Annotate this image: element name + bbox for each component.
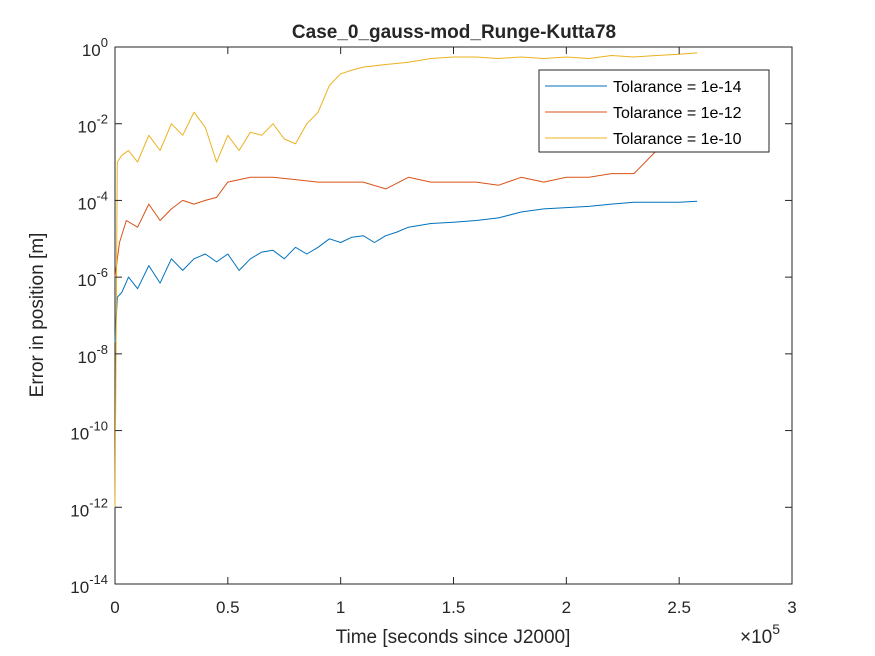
y-tick-label-base: 10 (78, 271, 97, 290)
y-tick-label: 10-2 (78, 112, 108, 137)
y-tick-label-base: 10 (70, 501, 89, 520)
y-tick-label-exponent: -10 (89, 419, 108, 434)
y-tick-label: 100 (82, 35, 108, 60)
y-tick-label: 10-8 (78, 342, 108, 367)
series-line-3 (114, 52, 698, 508)
y-axis-label: Error in position [m] (27, 233, 48, 398)
x-tick-label: 3 (787, 598, 796, 617)
legend-label-2: Tolarance = 1e-12 (613, 105, 742, 122)
y-tick-label-exponent: -8 (96, 342, 108, 357)
y-tick-label-exponent: -12 (89, 495, 108, 510)
y-tick-label-exponent: -2 (96, 112, 108, 127)
x-tick-label: 1.5 (442, 598, 466, 617)
x-axis-label: Time [seconds since J2000] (336, 627, 571, 648)
series-line-2 (114, 150, 680, 278)
x-tick-label: 2.5 (667, 598, 691, 617)
y-tick-label: 10-10 (70, 419, 108, 444)
x-tick-label: 0.5 (216, 598, 240, 617)
y-tick-label-base: 10 (78, 194, 97, 213)
x-axis-exponent-base: ×10 (740, 627, 772, 648)
y-tick-label: 10-4 (78, 188, 108, 213)
y-tick-label-exponent: -14 (89, 572, 108, 587)
y-tick-label-base: 10 (78, 118, 97, 137)
legend-label-1: Tolarance = 1e-14 (613, 79, 742, 96)
x-tick-label: 0 (110, 598, 119, 617)
tick-layer (114, 46, 793, 585)
chart-title: Case_0_gauss-mod_Runge-Kutta78 (292, 22, 616, 43)
y-tick-label-base: 10 (70, 425, 89, 444)
legend-label-3: Tolarance = 1e-10 (613, 131, 742, 148)
series-layer (114, 52, 698, 508)
y-tick-label: 10-14 (70, 572, 108, 597)
y-tick-label-base: 10 (78, 348, 97, 367)
x-axis-exponent: ×105 (740, 621, 780, 648)
y-tick-label-exponent: -4 (96, 188, 108, 203)
x-tick-label: 1 (336, 598, 345, 617)
y-tick-label-base: 10 (82, 41, 101, 60)
y-tick-label: 10-6 (78, 265, 108, 290)
y-tick-label-exponent: 0 (101, 35, 108, 50)
x-axis-exponent-power: 5 (772, 621, 780, 637)
y-tick-label: 10-12 (70, 495, 108, 520)
y-tick-label-base: 10 (70, 578, 89, 597)
x-tick-label: 2 (562, 598, 571, 617)
y-tick-label-exponent: -6 (96, 265, 108, 280)
series-line-1 (114, 200, 698, 343)
legend: Tolarance = 1e-14 Tolarance = 1e-12 Tolara… (538, 69, 770, 153)
